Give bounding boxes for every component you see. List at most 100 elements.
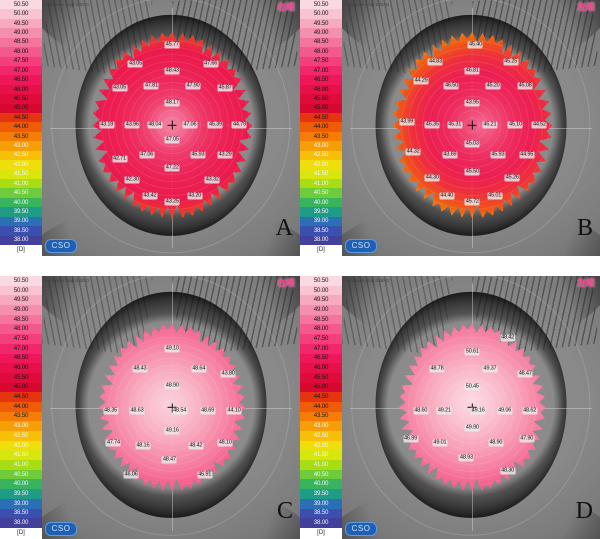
scale-tick-label: 48.00 bbox=[313, 325, 329, 333]
curvature-value-label: 43.95 bbox=[464, 99, 480, 107]
scale-tick-label: 38.50 bbox=[313, 509, 329, 517]
curvature-value-label: 45.21 bbox=[482, 121, 498, 129]
curvature-value-label: 45.26 bbox=[504, 174, 520, 182]
scale-tick-label: 49.00 bbox=[13, 28, 29, 36]
curvature-value-label: 48.43 bbox=[132, 365, 148, 373]
curvature-value-label: 43.99 bbox=[399, 118, 415, 126]
scale-swatch: 41.50 bbox=[300, 169, 342, 180]
scale-swatch: 42.50 bbox=[0, 431, 42, 441]
scale-swatch: 43.00 bbox=[300, 141, 342, 151]
scale-tick-label: 44.50 bbox=[313, 392, 329, 400]
curvature-value-label: 45.87 bbox=[217, 84, 233, 92]
cso-logo: CSO bbox=[45, 239, 77, 253]
curvature-value-label: 48.42 bbox=[188, 442, 204, 450]
scale-tick-label: 41.00 bbox=[313, 460, 329, 468]
scale-swatch: 48.00 bbox=[0, 47, 42, 57]
scale-tick-label: 48.00 bbox=[13, 47, 29, 55]
curvature-value-label: 48.16 bbox=[135, 442, 151, 450]
curvature-value-label: 43.32 bbox=[204, 176, 220, 184]
panel-letter-b: B bbox=[576, 215, 593, 241]
curvature-value-label: 43.19 bbox=[99, 121, 115, 129]
scale-unit-label: [D] bbox=[0, 528, 42, 539]
scale-tick-label: 42.00 bbox=[13, 160, 29, 168]
scale-swatch: 39.50 bbox=[300, 489, 342, 499]
scale-tick-label: 38.00 bbox=[313, 518, 329, 526]
limbus-ring bbox=[351, 276, 591, 537]
scale-swatch: 45.00 bbox=[300, 382, 342, 393]
scale-swatch: 46.50 bbox=[0, 75, 42, 85]
scale-swatch: 40.50 bbox=[300, 188, 342, 198]
curvature-value-label: 44.10 bbox=[226, 407, 242, 415]
scale-tick-label: 38.00 bbox=[313, 236, 329, 244]
eye-topography-map[interactable]: 45.40 44.83 46.81 45.25 44.29 46.50 45.20 45.08… bbox=[342, 0, 600, 256]
scale-swatch: 39.00 bbox=[0, 498, 42, 509]
topography-panel-d[interactable]: 50.50 50.00 49.50 49.00 48.50 48.00 47.50 47.00… bbox=[300, 276, 600, 539]
curvature-value-label: 47.90 bbox=[185, 82, 201, 90]
cso-logo: CSO bbox=[345, 522, 377, 536]
scale-swatch: 44.50 bbox=[0, 392, 42, 402]
scale-tick-label: 44.00 bbox=[13, 123, 29, 131]
curvature-value-label: 44.95 bbox=[519, 151, 535, 159]
scale-swatch: 38.00 bbox=[300, 518, 342, 528]
topography-panel-c[interactable]: 50.50 50.00 49.50 49.00 48.50 48.00 47.50 47.00… bbox=[0, 276, 300, 539]
eye-topography-map[interactable]: 45.77 43.05 47.66 48.43 47.81 47.90 43.05 45.87… bbox=[42, 0, 300, 256]
limbus-ring bbox=[351, 0, 591, 254]
scale-swatch: 49.00 bbox=[0, 28, 42, 38]
scale-swatch: 43.00 bbox=[0, 421, 42, 431]
scale-swatch: 41.50 bbox=[0, 169, 42, 180]
scale-swatch: 46.50 bbox=[300, 75, 342, 85]
curvature-value-label: 49.10 bbox=[164, 345, 180, 353]
scale-tick-label: 40.50 bbox=[13, 470, 29, 478]
curvature-value-label: 47.06 bbox=[182, 121, 198, 129]
curvature-value-label: 48.17 bbox=[164, 99, 180, 107]
curvature-value-label: 48.69 bbox=[200, 407, 216, 415]
scale-swatch: 50.50 bbox=[0, 0, 42, 10]
scale-swatch: 50.50 bbox=[0, 276, 42, 286]
curvature-value-label: 49.01 bbox=[432, 439, 448, 447]
curvature-value-label: 45.03 bbox=[464, 140, 480, 148]
scale-swatch: 49.00 bbox=[300, 305, 342, 315]
topography-panel-a[interactable]: 50.50 50.00 49.50 49.00 48.50 48.00 47.50 47.00… bbox=[0, 0, 300, 256]
dioptric-color-scale: 50.50 50.00 49.50 49.00 48.50 48.00 47.50 47.00… bbox=[0, 276, 42, 539]
scale-unit-label: [D] bbox=[300, 528, 342, 539]
curvature-value-label: 47.06 bbox=[139, 151, 155, 159]
scale-swatch: 46.00 bbox=[300, 363, 342, 373]
scale-swatch: 42.50 bbox=[300, 431, 342, 441]
scale-swatch: 41.50 bbox=[0, 450, 42, 461]
eye-side-label-right-eye: 右眼 bbox=[276, 3, 295, 13]
scale-tick-label: 47.50 bbox=[13, 334, 29, 342]
scale-swatch: 40.00 bbox=[0, 197, 42, 208]
scale-swatch: 49.50 bbox=[0, 295, 42, 306]
scale-swatch: 38.00 bbox=[300, 235, 342, 245]
scale-tick-label: 39.00 bbox=[313, 217, 329, 225]
scale-unit-label: [D] bbox=[300, 245, 342, 256]
scale-tick-label: 44.00 bbox=[13, 402, 29, 410]
curvature-value-label: 48.47 bbox=[517, 370, 533, 378]
curvature-value-label: 46.81 bbox=[464, 67, 480, 75]
scale-tick-label: 40.50 bbox=[313, 470, 329, 478]
scale-tick-label: 47.50 bbox=[13, 57, 29, 65]
eye-topography-map[interactable]: 48.42 50.61 48.78 49.37 48.47 50.45 48.60 49.21… bbox=[342, 276, 600, 539]
scale-tick-label: 50.50 bbox=[313, 276, 329, 284]
topography-panel-b[interactable]: 50.50 50.00 49.50 49.00 48.50 48.00 47.50 47.00… bbox=[300, 0, 600, 256]
curvature-value-label: 44.32 bbox=[405, 148, 421, 156]
scale-swatch: 38.50 bbox=[0, 508, 42, 519]
curvature-value-label: 48.35 bbox=[103, 407, 119, 415]
apex-crosshair-marker bbox=[168, 121, 177, 130]
scale-swatch: 46.00 bbox=[0, 363, 42, 373]
curvature-value-label: 47.90 bbox=[519, 435, 535, 443]
scale-tick-label: 38.50 bbox=[13, 226, 29, 234]
scale-tick-label: 48.50 bbox=[13, 315, 29, 323]
scale-swatch: 44.00 bbox=[300, 122, 342, 132]
eye-topography-map[interactable]: 49.10 48.43 48.64 43.80 48.90 48.35 48.63 48.54… bbox=[42, 276, 300, 539]
limbus-ring bbox=[51, 0, 291, 254]
scale-tick-label: 45.50 bbox=[13, 373, 29, 381]
scale-tick-label: 46.00 bbox=[313, 363, 329, 371]
scale-tick-label: 49.00 bbox=[13, 305, 29, 313]
scale-tick-label: 47.00 bbox=[13, 344, 29, 352]
curvature-value-label: 44.29 bbox=[413, 77, 429, 85]
scale-tick-label: 38.00 bbox=[13, 518, 29, 526]
scale-tick-label: 49.00 bbox=[313, 305, 329, 313]
scale-swatch: 48.50 bbox=[0, 37, 42, 48]
curvature-value-label: 46.06 bbox=[123, 471, 139, 479]
